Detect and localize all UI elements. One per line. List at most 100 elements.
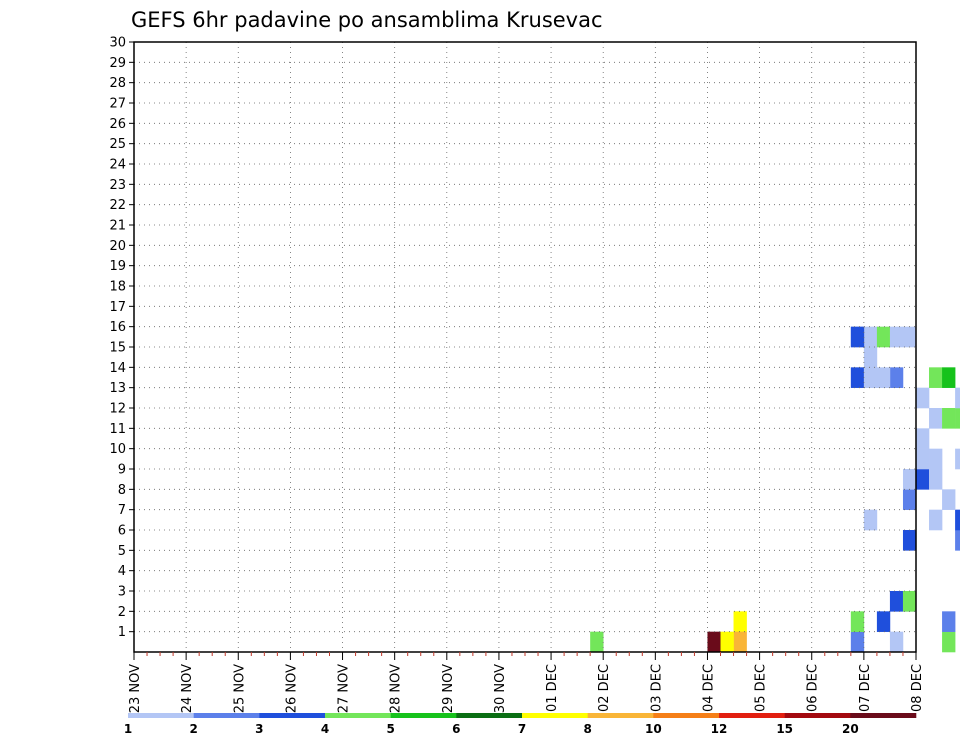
y-tick-label: 7 <box>118 503 126 518</box>
grid-layer <box>134 42 916 652</box>
y-tick-label: 8 <box>118 483 126 498</box>
precip-cell <box>902 530 917 551</box>
precip-cell <box>889 591 904 612</box>
x-tick-label: 03 DEC <box>649 664 664 712</box>
precip-cell <box>876 611 891 632</box>
precip-cell <box>916 387 930 409</box>
precip-cell <box>876 326 891 348</box>
x-tick-label: 08 DEC <box>910 664 925 712</box>
y-tick-label: 14 <box>109 361 126 376</box>
y-tick-label: 15 <box>109 341 126 356</box>
colorbar-swatch <box>522 713 588 718</box>
y-tick-label: 23 <box>109 178 126 193</box>
precip-cell <box>955 387 960 409</box>
colorbar-swatch <box>456 713 523 718</box>
x-tick-label: 24 NOV <box>180 664 195 713</box>
precip-cell <box>863 326 878 348</box>
y-tick-label: 25 <box>109 137 126 152</box>
precip-cell <box>955 530 960 551</box>
precip-cell <box>733 631 747 653</box>
y-tick-label: 30 <box>109 36 126 51</box>
precip-cell <box>889 326 904 348</box>
precip-cell <box>929 469 943 490</box>
precip-cell <box>590 631 604 653</box>
precip-cell <box>929 509 943 531</box>
precip-cell <box>942 611 956 632</box>
precip-cell <box>889 367 904 388</box>
colorbar-label: 4 <box>321 722 329 736</box>
colorbar-swatch <box>850 713 917 718</box>
x-tick-label: 07 DEC <box>858 664 873 712</box>
cells-layer <box>590 326 960 653</box>
colorbar-swatch <box>587 713 654 718</box>
precip-cell <box>850 367 865 388</box>
x-tick-label: 27 NOV <box>337 664 352 713</box>
y-tick-label: 13 <box>109 381 126 396</box>
precip-cell <box>902 469 917 490</box>
x-tick-label: 29 NOV <box>441 664 456 713</box>
x-tick-label: 26 NOV <box>284 664 299 713</box>
y-tick-label: 20 <box>109 239 126 254</box>
y-tick-label: 12 <box>109 402 126 417</box>
precip-cell <box>876 367 891 388</box>
precip-cell <box>720 631 734 653</box>
y-tick-label: 3 <box>118 585 126 600</box>
colorbar-swatch <box>325 713 391 718</box>
colorbar-swatch <box>193 713 260 718</box>
y-tick-label: 24 <box>109 158 126 173</box>
precip-cell <box>850 631 865 653</box>
colorbar-label: 12 <box>711 722 728 736</box>
precip-cell <box>929 367 943 388</box>
precip-cell <box>863 509 878 531</box>
x-tick-label: 02 DEC <box>597 664 612 712</box>
precip-cell <box>902 591 917 612</box>
y-tick-label: 2 <box>118 605 126 620</box>
x-axis: 23 NOV 24 NOV 25 NOV 26 NOV 27 NOV 28 NOV 29 N… <box>128 652 925 713</box>
colorbar-swatch <box>390 713 457 718</box>
precip-cell <box>916 448 930 470</box>
colorbar-swatch <box>719 713 785 718</box>
colorbar-label: 3 <box>255 722 263 736</box>
y-tick-label: 5 <box>118 544 126 559</box>
precip-cell <box>955 509 960 531</box>
y-tick-label: 4 <box>118 564 126 579</box>
colorbar-label: 1 <box>124 722 132 736</box>
chart-title: GEFS 6hr padavine po ansamblima Krusevac <box>131 8 603 32</box>
colorbar-swatch <box>784 713 851 718</box>
x-tick-label: 28 NOV <box>389 664 404 713</box>
precip-cell <box>889 631 904 653</box>
precip-cell <box>955 448 960 470</box>
y-tick-label: 16 <box>109 320 126 335</box>
y-tick-label: 10 <box>109 442 126 457</box>
colorbar-label: 10 <box>645 722 662 736</box>
precip-cell <box>929 408 943 429</box>
colorbar-label: 6 <box>452 722 460 736</box>
colorbar-label: 8 <box>583 722 591 736</box>
colorbar-label: 2 <box>189 722 197 736</box>
precip-cell <box>916 469 930 490</box>
precip-cell <box>902 489 917 510</box>
precip-cell <box>942 631 956 653</box>
precip-cell <box>916 428 930 449</box>
y-tick-label: 18 <box>109 280 126 295</box>
x-tick-label: 05 DEC <box>754 664 769 712</box>
y-tick-label: 6 <box>118 524 126 539</box>
y-tick-label: 9 <box>118 463 126 478</box>
x-tick-label: 23 NOV <box>128 664 143 713</box>
precip-cell <box>902 326 917 348</box>
precip-cell <box>955 408 960 429</box>
y-tick-label: 11 <box>109 422 126 437</box>
colorbar-label: 15 <box>776 722 793 736</box>
y-tick-label: 1 <box>118 625 126 640</box>
colorbar-swatch <box>128 713 194 718</box>
x-tick-label: 06 DEC <box>806 664 821 712</box>
precip-cell <box>929 448 943 470</box>
y-tick-label: 27 <box>109 97 126 112</box>
precip-cell <box>942 489 956 510</box>
colorbar-label: 7 <box>518 722 526 736</box>
colorbar-label: 5 <box>386 722 394 736</box>
x-tick-label: 01 DEC <box>545 664 560 712</box>
x-tick-label: 30 NOV <box>493 664 508 713</box>
x-tick-label: 25 NOV <box>232 664 247 713</box>
